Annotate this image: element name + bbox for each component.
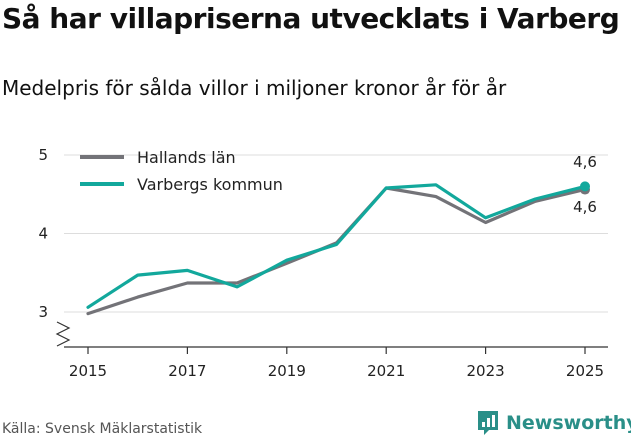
newsworthy-brand: Newsworthy (476, 408, 631, 438)
y-tick-label-4: 4 (38, 225, 48, 243)
x-tick-label-2021: 2021 (367, 362, 405, 380)
legend-label-varbergs-kommun: Varbergs kommun (137, 175, 283, 194)
chart-subtitle: Medelpris för sålda villor i miljoner kr… (2, 76, 507, 100)
x-tick-label-2023: 2023 (467, 362, 505, 380)
series-lines (86, 181, 590, 316)
grid-lines (64, 154, 608, 313)
end-label-varbergs-kommun: 4,6 (573, 153, 597, 171)
axis-break-icon (55, 321, 71, 347)
y-tick-label-5: 5 (38, 146, 48, 164)
y-axis: 3 4 5 (38, 146, 71, 347)
x-tick-label-2019: 2019 (268, 362, 306, 380)
legend: Hallands län Varbergs kommun (80, 148, 283, 194)
series-endpoint-varbergs-kommun (580, 181, 590, 192)
newsworthy-logo-icon (478, 411, 498, 435)
x-tick-label-2025: 2025 (566, 362, 604, 380)
brand-name: Newsworthy (506, 412, 631, 434)
x-tick-label-2015: 2015 (69, 362, 107, 380)
x-axis: 2015 2017 2019 2021 2023 2025 (64, 346, 608, 380)
series-line-varbergs-kommun (86, 183, 587, 309)
x-tick-label-2017: 2017 (168, 362, 206, 380)
end-label-hallands-lan: 4,6 (573, 198, 597, 216)
chart-title: Så har villapriserna utvecklats i Varber… (2, 2, 620, 35)
legend-label-hallands-län: Hallands län (137, 148, 236, 167)
y-tick-label-3: 3 (38, 303, 48, 321)
source-note: Källa: Svensk Mäklarstatistik (2, 421, 203, 437)
end-value-labels: 4,6 4,6 (573, 153, 597, 216)
